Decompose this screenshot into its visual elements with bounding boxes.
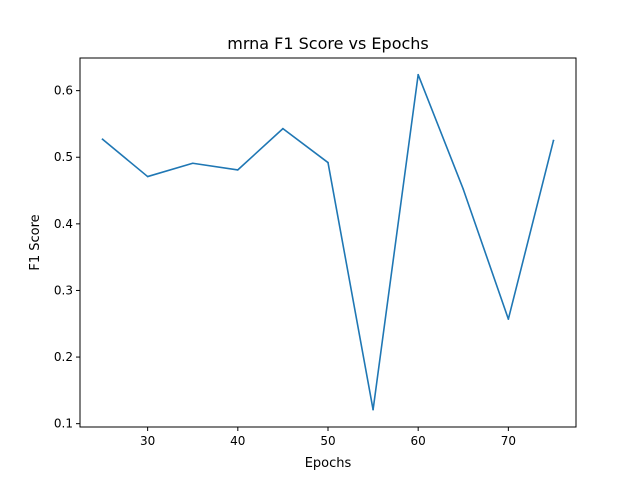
x-tick-label: 50 [320, 434, 335, 448]
x-axis-ticks: 30 40 50 60 70 [140, 427, 516, 448]
data-point [146, 175, 149, 178]
x-tick-label: 60 [411, 434, 426, 448]
y-tick-label: 0.1 [54, 417, 73, 431]
x-tick-label: 70 [501, 434, 516, 448]
data-point [282, 127, 284, 130]
data-point [191, 162, 194, 165]
data-point [101, 138, 104, 141]
x-tick-label: 40 [230, 434, 245, 448]
y-axis-label: F1 Score [28, 214, 43, 270]
y-tick-label: 0.2 [54, 350, 73, 364]
y-tick-label: 0.4 [54, 217, 73, 231]
data-point [552, 139, 555, 142]
chart-title: mrna F1 Score vs Epochs [227, 34, 429, 53]
data-point [417, 73, 419, 76]
y-tick-label: 0.5 [54, 150, 73, 164]
y-tick-label: 0.3 [54, 283, 73, 297]
y-axis-ticks: 0.1 0.2 0.3 0.4 0.5 0.6 [54, 84, 80, 431]
data-point [237, 169, 239, 171]
data-point [327, 161, 329, 164]
plot-area-frame [79, 57, 577, 428]
x-axis-label: Epochs [305, 456, 352, 471]
data-point [372, 408, 374, 411]
plot-series [101, 73, 555, 411]
x-tick-label: 30 [140, 434, 155, 448]
data-point [462, 188, 465, 191]
data-point [507, 318, 510, 320]
y-tick-label: 0.6 [54, 84, 73, 98]
